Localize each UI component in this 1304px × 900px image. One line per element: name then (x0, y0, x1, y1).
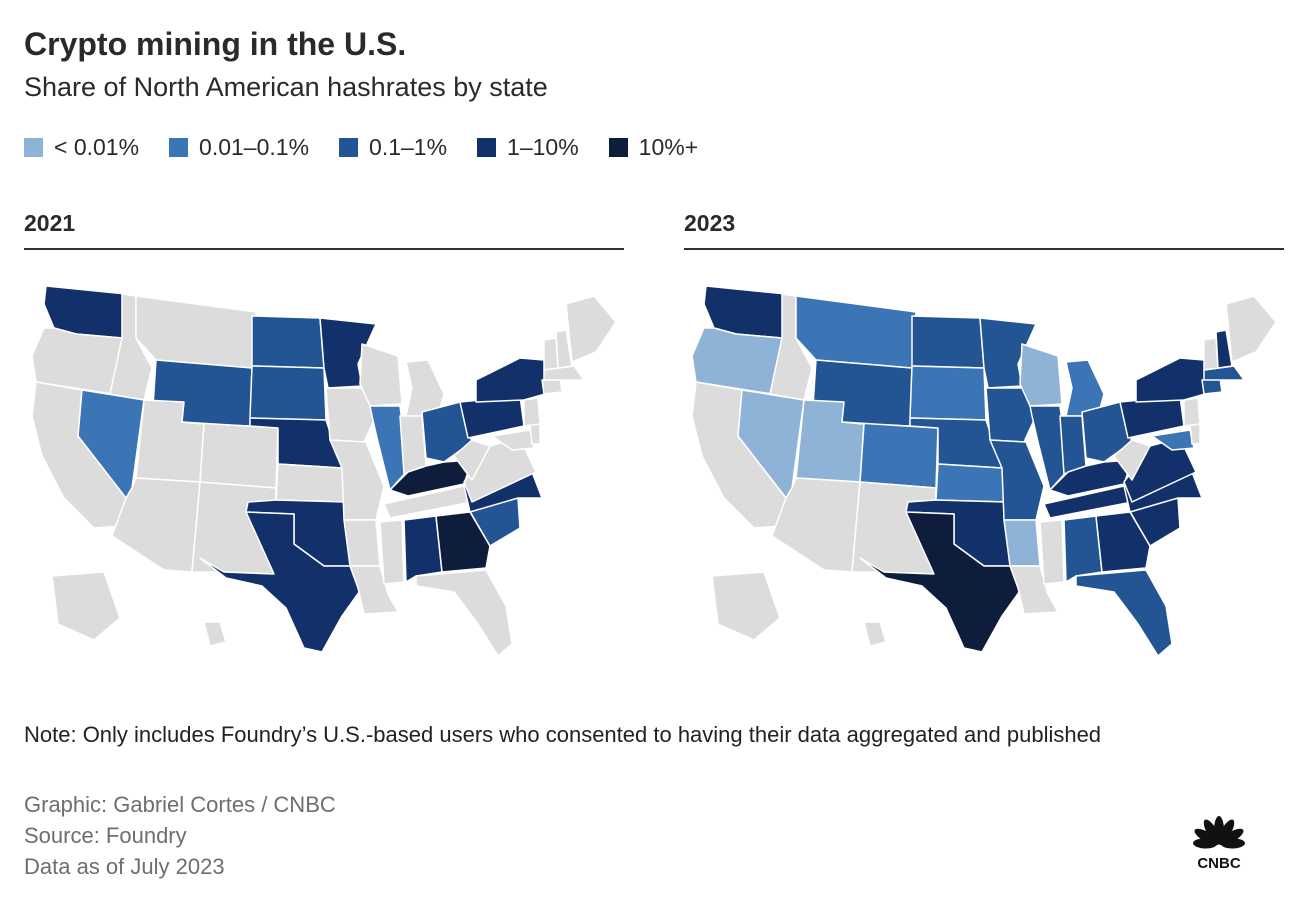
state-la (349, 565, 399, 615)
footnote: Note: Only includes Foundry’s U.S.-based… (24, 722, 1102, 747)
state-ia (325, 387, 377, 443)
state-hi (863, 621, 887, 647)
legend-label: 10%+ (638, 134, 699, 160)
state-in (399, 415, 427, 475)
legend-item: 0.01–0.1% (169, 134, 309, 161)
state-me (1225, 295, 1277, 363)
panel-year-2023: 2023 (684, 210, 736, 236)
state-ks (935, 463, 1007, 503)
cnbc-logo: CNBC (1184, 812, 1254, 872)
state-md (491, 429, 535, 451)
legend-swatch (169, 138, 189, 157)
data-date: Data as of July 2023 (24, 854, 225, 879)
panel-year-2021: 2021 (24, 210, 76, 236)
legend-item: 10%+ (608, 134, 699, 161)
state-ar (343, 519, 381, 567)
state-nd (911, 315, 985, 369)
state-ak (711, 571, 781, 641)
panel-divider (24, 248, 624, 250)
state-ms (379, 519, 405, 585)
state-nh (1215, 329, 1233, 369)
legend-swatch (608, 138, 628, 157)
state-de (1189, 423, 1201, 445)
legend-label: < 0.01% (54, 134, 140, 160)
state-fl (415, 569, 513, 657)
state-ar (1003, 519, 1041, 567)
state-wi (1019, 343, 1063, 407)
panel-divider (684, 248, 1284, 250)
state-md (1151, 429, 1195, 451)
legend: < 0.01% 0.01–0.1% 0.1–1% 1–10% 10%+ (24, 134, 728, 161)
us-map-2021 (31, 285, 617, 657)
us-map-2023 (691, 285, 1277, 657)
state-wv (1113, 439, 1151, 481)
state-nd (251, 315, 325, 369)
graphic-credit: Graphic: Gabriel Cortes / CNBC (24, 792, 336, 817)
source-credit: Source: Foundry (24, 823, 187, 848)
legend-swatch (339, 138, 359, 157)
state-hi (203, 621, 227, 647)
state-al (1063, 515, 1103, 583)
state-pa (459, 395, 525, 439)
state-nj (1183, 397, 1201, 427)
state-wv (453, 439, 491, 481)
legend-swatch (477, 138, 497, 157)
chart-title: Crypto mining in the U.S. (24, 26, 407, 62)
state-ks (275, 463, 347, 503)
state-ny (475, 357, 553, 403)
state-ga (435, 511, 491, 573)
cnbc-wordmark: CNBC (1197, 855, 1240, 872)
chart-subtitle: Share of North American hashrates by sta… (24, 72, 548, 102)
legend-label: 1–10% (507, 134, 579, 160)
state-tx (859, 511, 1023, 653)
state-mt (795, 295, 917, 369)
state-me (565, 295, 617, 363)
peacock-icon: CNBC (1186, 816, 1252, 872)
state-nh (555, 329, 573, 369)
state-de (529, 423, 541, 445)
state-al (403, 515, 443, 583)
legend-item: 0.1–1% (339, 134, 447, 161)
state-ga (1095, 511, 1151, 573)
state-nj (523, 397, 541, 427)
legend-swatch (24, 138, 43, 157)
state-ms (1039, 519, 1065, 585)
legend-label: 0.1–1% (369, 134, 448, 160)
state-wi (359, 343, 403, 407)
state-in (1059, 415, 1087, 475)
state-ak (51, 571, 121, 641)
state-mt (135, 295, 257, 369)
legend-item: < 0.01% (24, 134, 139, 161)
legend-label: 0.01–0.1% (199, 134, 310, 160)
state-ny (1135, 357, 1213, 403)
legend-item: 1–10% (477, 134, 579, 161)
state-pa (1119, 395, 1185, 439)
state-fl (1075, 569, 1173, 657)
state-la (1009, 565, 1059, 615)
state-sd (249, 365, 327, 421)
state-ia (985, 387, 1037, 443)
state-sd (909, 365, 987, 421)
state-tx (199, 511, 363, 653)
